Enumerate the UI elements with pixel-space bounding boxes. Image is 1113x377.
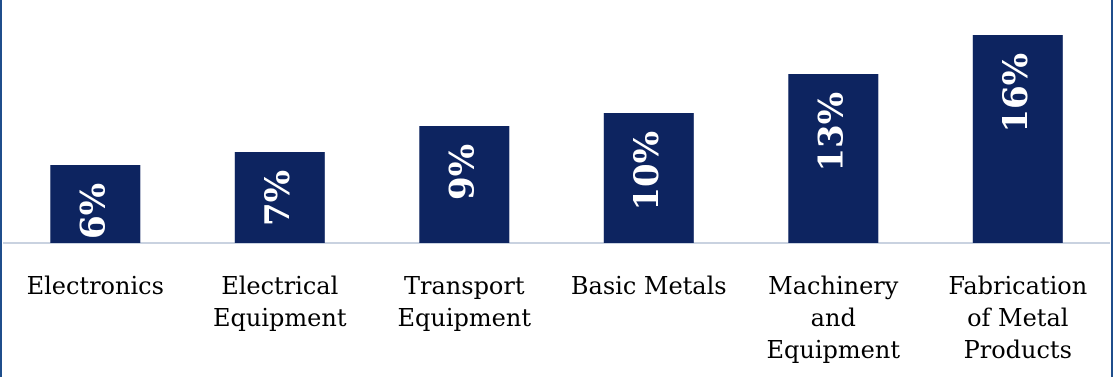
bar xyxy=(234,152,325,243)
bar xyxy=(603,113,694,243)
chart-border-left xyxy=(0,0,2,377)
category-label: Machinery xyxy=(768,272,899,300)
category-label: Transport xyxy=(404,272,525,300)
data-label: 9% xyxy=(442,144,482,200)
data-label: 16% xyxy=(996,53,1036,133)
data-label: 10% xyxy=(627,131,667,211)
category-label: Fabrication xyxy=(948,272,1087,300)
chart-border-right xyxy=(1111,0,1113,377)
data-label: 13% xyxy=(811,92,851,172)
category-label: Equipment xyxy=(213,304,347,332)
category-label: Basic Metals xyxy=(571,272,727,300)
bar xyxy=(419,126,510,243)
category-label: and xyxy=(811,304,856,332)
category-label: Electrical xyxy=(221,272,338,300)
data-label: 6% xyxy=(73,183,113,239)
category-label: Electronics xyxy=(27,272,164,300)
category-label: Equipment xyxy=(767,336,901,364)
bar xyxy=(788,74,879,243)
bar xyxy=(972,35,1063,243)
data-label: 7% xyxy=(258,170,298,226)
bar xyxy=(50,165,141,243)
category-label: Equipment xyxy=(398,304,532,332)
category-label: Products xyxy=(964,336,1072,364)
category-label: of Metal xyxy=(967,304,1068,332)
